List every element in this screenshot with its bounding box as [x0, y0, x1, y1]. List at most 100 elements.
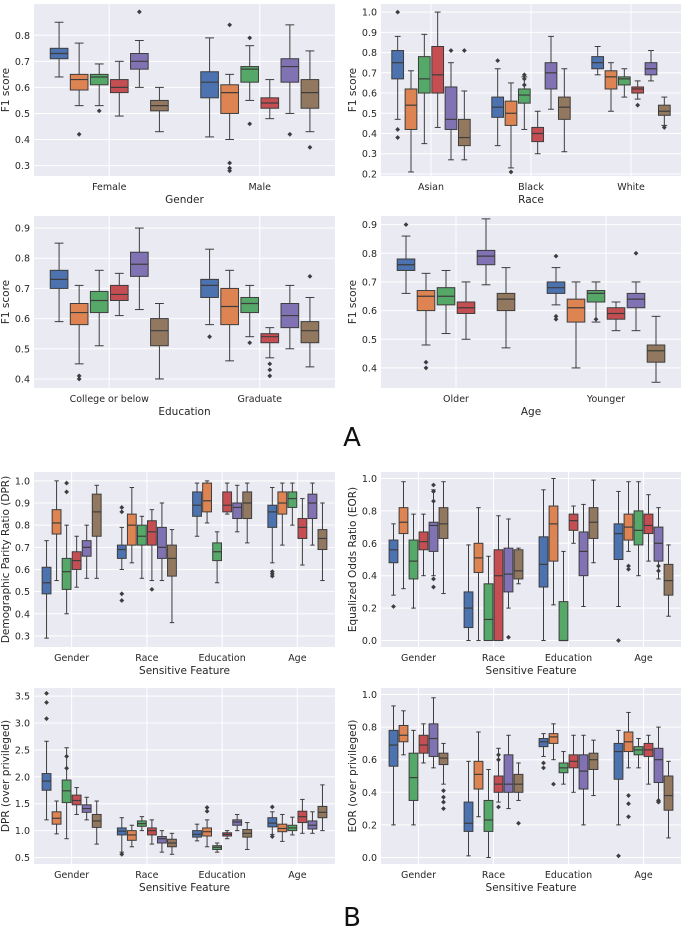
box	[408, 752, 419, 801]
box-group-college-or-below	[49, 227, 169, 382]
outlier-point	[149, 587, 155, 592]
box	[297, 518, 308, 539]
outlier-point	[227, 165, 233, 171]
outlier-point	[495, 58, 501, 64]
box	[613, 742, 624, 780]
outlier-point	[76, 376, 82, 382]
x-axis-label: Sensitive Feature	[139, 882, 230, 894]
y-tick-label: 0.4	[362, 363, 377, 374]
y-tick-label: 0.6	[362, 306, 377, 317]
box	[167, 544, 177, 577]
y-tick-label: 0.7	[362, 277, 377, 288]
box	[300, 321, 320, 344]
box	[496, 292, 516, 312]
y-tick-label: 0.8	[362, 249, 377, 260]
plot-area	[381, 688, 681, 864]
box	[287, 491, 298, 508]
panel-label-b: B	[343, 903, 361, 932]
y-tick-label: 0.6	[15, 565, 30, 576]
outlier-point	[247, 121, 253, 127]
outlier-point	[521, 82, 527, 88]
outlier-point	[626, 563, 631, 569]
box	[280, 58, 300, 83]
y-tick-label: 0.6	[15, 83, 30, 94]
outlier-point	[307, 273, 313, 279]
outlier-point	[403, 222, 409, 227]
x-axis-label: Race	[518, 194, 544, 206]
box-group-gender	[41, 690, 102, 845]
box	[633, 510, 644, 546]
outlier-point	[423, 359, 429, 365]
outlier-point	[661, 125, 667, 130]
box	[493, 549, 504, 642]
box	[232, 502, 243, 520]
box	[617, 76, 631, 86]
x-tick-label: Race	[135, 870, 158, 881]
x-axis-label: Gender	[165, 194, 204, 206]
box	[463, 591, 474, 629]
box	[126, 513, 137, 546]
box	[503, 547, 514, 593]
outlier-point	[553, 253, 559, 259]
y-tick-label: 0.8	[362, 723, 377, 734]
outlier-point	[423, 365, 429, 371]
y-tick-label: 0.2	[362, 604, 377, 615]
box-group-education	[538, 723, 599, 826]
y-tick-label: 0.6	[362, 89, 377, 100]
y-tick-label: 0.4	[362, 571, 377, 582]
x-tick-label: Education	[545, 870, 592, 881]
outlier-point	[267, 361, 273, 367]
box-group-asian	[391, 9, 471, 173]
outlier-point	[227, 168, 233, 174]
x-tick-label: Age	[634, 653, 653, 664]
box	[663, 563, 674, 596]
x-tick-label: Gender	[401, 653, 436, 664]
y-tick-label: 0.6	[362, 755, 377, 766]
x-tick-label: College or below	[70, 394, 150, 405]
x-tick-label: Race	[482, 870, 505, 881]
outlier-point	[441, 794, 446, 800]
box	[416, 290, 436, 312]
plot-area	[381, 472, 681, 647]
box	[548, 505, 559, 562]
box-group-education	[192, 480, 253, 584]
y-tick-label: 0.2	[362, 169, 377, 180]
y-tick-label: 0.9	[362, 220, 377, 231]
y-tick-label: 0.0	[362, 636, 377, 647]
y-tick-label: 0.0	[362, 853, 377, 864]
y-tick-label: 1.5	[15, 799, 30, 810]
outlier-point	[269, 804, 275, 810]
panel-dpr-chart: 0.3 0.4 0.5 0.6 0.7 0.8 0.9 1.0 Gender Race Educat…	[0, 472, 335, 677]
panel-eor-chart: 0.0 0.2 0.4 0.6 0.8 1.0 Gender Race Education Age…	[347, 472, 681, 677]
box	[398, 507, 409, 535]
box	[200, 71, 219, 99]
y-axis-label: EOR (over privileged)	[347, 720, 359, 833]
box	[613, 523, 624, 561]
x-axis-label: Sensitive Feature	[139, 665, 230, 677]
box	[566, 298, 586, 323]
box	[192, 491, 202, 517]
y-tick-label: 0.5	[15, 344, 30, 355]
y-tick-label: 0.6	[362, 539, 377, 550]
y-axis-label: DPR (over privileged)	[0, 720, 12, 832]
outlier-point	[496, 757, 501, 763]
outlier-point	[76, 373, 82, 379]
x-tick-label: Age	[634, 870, 653, 881]
y-tick-label: 3.5	[15, 692, 30, 703]
box	[240, 296, 260, 314]
box	[604, 70, 618, 90]
outlier-point	[64, 489, 70, 495]
box-group-black	[491, 35, 571, 175]
outlier-point	[633, 250, 639, 256]
y-tick-label: 2.0	[15, 772, 30, 783]
box	[538, 536, 549, 588]
outlier-point	[516, 820, 521, 826]
y-tick-label: 0.8	[15, 31, 30, 42]
box	[157, 526, 167, 559]
outlier-point	[541, 765, 546, 771]
x-tick-label: Race	[482, 653, 505, 664]
outlier-point	[656, 568, 661, 574]
box	[391, 50, 405, 80]
box	[428, 521, 439, 552]
outlier-point	[626, 801, 631, 807]
